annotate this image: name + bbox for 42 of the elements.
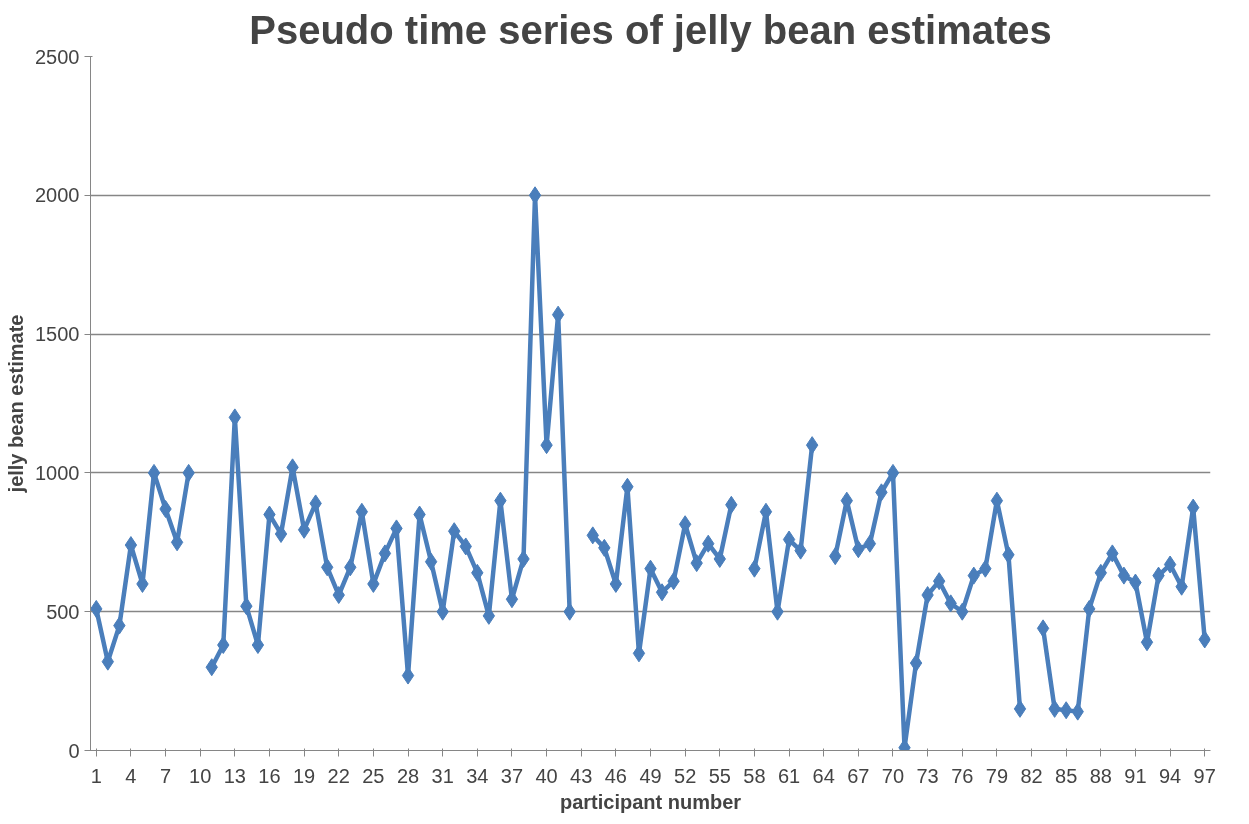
x-tick-label: 91 [1124, 764, 1147, 787]
x-tick-label: 34 [466, 764, 489, 787]
x-axis-title: participant number [559, 790, 742, 813]
x-tick-label: 49 [639, 764, 662, 787]
x-tick-label: 16 [258, 764, 281, 787]
x-tick-label: 79 [985, 764, 1009, 787]
x-tick-label: 46 [604, 764, 627, 787]
x-tick-label: 76 [951, 764, 974, 787]
x-tick-label: 37 [500, 764, 524, 787]
x-tick-label: 52 [674, 764, 697, 787]
x-tick-label: 25 [362, 764, 385, 787]
chart-title: Pseudo time series of jelly bean estimates [249, 7, 1052, 52]
x-tick-label: 85 [1055, 764, 1078, 787]
y-axis-title: jelly bean estimate [5, 314, 28, 494]
x-tick-label: 40 [535, 764, 558, 787]
x-tick-label: 67 [847, 764, 870, 787]
x-tick-label: 1 [90, 764, 102, 787]
x-tick-label: 10 [189, 764, 212, 787]
y-tick-label: 2000 [35, 184, 80, 207]
x-tick-label: 58 [743, 764, 766, 787]
x-tick-label: 43 [570, 764, 593, 787]
x-tick-label: 19 [292, 764, 316, 787]
x-tick-label: 13 [223, 764, 246, 787]
x-tick-label: 88 [1089, 764, 1112, 787]
x-tick-label: 94 [1158, 764, 1182, 787]
x-tick-label: 61 [777, 764, 801, 787]
x-tick-label: 7 [159, 764, 172, 787]
y-tick-label: 2500 [35, 45, 80, 68]
x-tick-label: 31 [431, 764, 454, 787]
x-tick-label: 70 [881, 764, 905, 787]
y-tick-label: 1500 [35, 323, 80, 346]
x-tick-label: 82 [1020, 764, 1043, 787]
x-tick-label: 64 [812, 764, 835, 787]
y-tick-label: 0 [68, 739, 80, 762]
x-tick-label: 97 [1193, 764, 1216, 787]
x-tick-label: 22 [327, 764, 350, 787]
x-tick-label: 73 [916, 764, 939, 787]
y-tick-label: 500 [46, 600, 80, 623]
x-tick-label: 28 [396, 764, 420, 787]
x-tick-label: 55 [708, 764, 731, 787]
x-tick-label: 4 [125, 764, 137, 787]
y-tick-label: 1000 [35, 461, 80, 484]
